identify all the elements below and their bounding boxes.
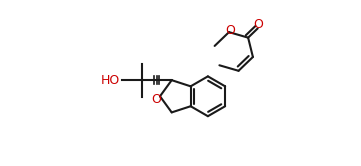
Text: HO: HO	[101, 74, 120, 87]
Text: O: O	[226, 24, 236, 37]
Text: O: O	[253, 18, 262, 31]
Text: O: O	[152, 93, 162, 106]
